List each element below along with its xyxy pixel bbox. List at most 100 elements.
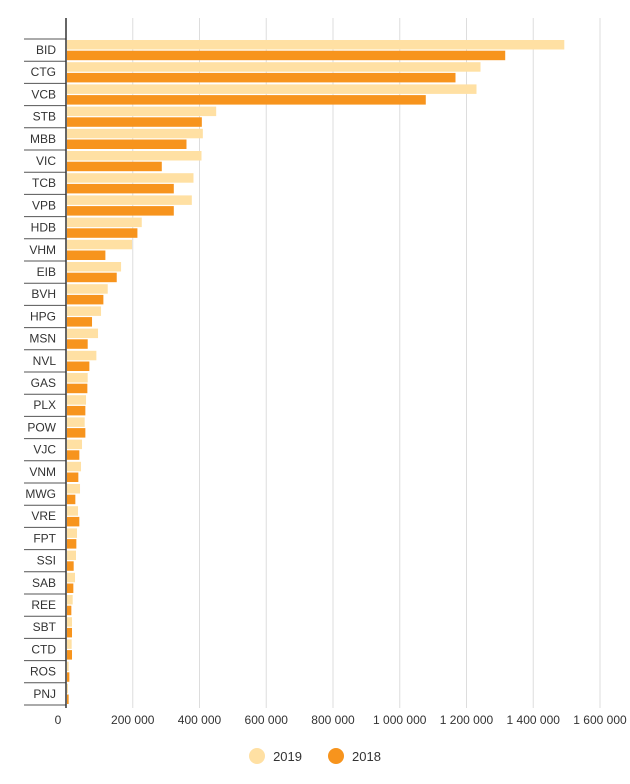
bar-ree-2019[interactable] (67, 595, 73, 605)
category-label-bid: BID (36, 43, 56, 57)
bar-vre-2019[interactable] (67, 506, 79, 516)
bar-pow-2018[interactable] (67, 428, 86, 438)
bar-ros-2019[interactable] (67, 661, 69, 672)
category-label-sab: SAB (32, 576, 56, 590)
bar-nvl-2018[interactable] (67, 361, 90, 372)
bar-mbb-2018[interactable] (67, 139, 187, 150)
x-tick-label: 400 000 (178, 713, 222, 727)
x-tick-label: 600 000 (245, 713, 289, 727)
category-label-hdb: HDB (31, 221, 56, 235)
category-label-vcb: VCB (31, 87, 56, 101)
bar-sbt-2018[interactable] (67, 627, 73, 638)
legend: 2019 2018 (0, 748, 630, 764)
bar-sab-2018[interactable] (67, 583, 74, 594)
bar-msn-2018[interactable] (67, 339, 88, 349)
bar-vnm-2019[interactable] (67, 461, 82, 472)
legend-swatch-2019 (249, 748, 266, 764)
bar-pow-2019[interactable] (67, 417, 85, 427)
x-tick-labels: 0 200 000 400 000 600 000 800 000 1 000 000 1 … (55, 713, 627, 727)
category-label-ctg: CTG (31, 65, 56, 79)
bar-ctg-2018[interactable] (67, 72, 456, 83)
bar-ree-2018[interactable] (67, 605, 72, 616)
bar-vhm-2019[interactable] (67, 239, 133, 250)
bar-mbb-2019[interactable] (67, 128, 203, 139)
category-label-tcb: TCB (32, 176, 56, 190)
legend-item-2019[interactable]: 2019 (249, 748, 302, 764)
bar-vjc-2018[interactable] (67, 450, 80, 460)
bar-msn-2019[interactable] (67, 328, 99, 339)
bar-ctd-2019[interactable] (67, 639, 72, 649)
bar-fpt-2018[interactable] (67, 539, 77, 549)
bar-hdb-2018[interactable] (67, 228, 138, 238)
category-label-ree: REE (31, 598, 56, 612)
category-label-vpb: VPB (32, 198, 56, 212)
category-label-fpt: FPT (33, 531, 56, 545)
bar-ctg-2019[interactable] (67, 62, 481, 72)
category-label-gas: GAS (31, 376, 56, 390)
grid-layer (132, 18, 601, 708)
category-label-msn: MSN (29, 332, 56, 346)
x-tick-label: 0 (55, 713, 62, 727)
legend-label-2019: 2019 (273, 748, 302, 764)
bar-mwg-2019[interactable] (67, 484, 81, 494)
bar-pnj-2019[interactable] (67, 683, 69, 694)
bar-vnm-2018[interactable] (67, 472, 79, 483)
legend-label-2018: 2018 (352, 748, 381, 764)
bar-fpt-2019[interactable] (67, 528, 78, 538)
category-label-mwg: MWG (25, 487, 56, 501)
category-label-vnm: VNM (29, 465, 56, 479)
bar-vre-2018[interactable] (67, 516, 80, 527)
legend-swatch-2018 (328, 748, 344, 764)
bar-bvh-2019[interactable] (67, 284, 108, 294)
bar-hpg-2018[interactable] (67, 317, 93, 327)
bar-bid-2019[interactable] (67, 40, 565, 50)
bar-vpb-2019[interactable] (67, 195, 192, 205)
bar-mwg-2018[interactable] (67, 494, 76, 505)
category-label-ctd: CTD (31, 642, 56, 656)
bar-stb-2019[interactable] (67, 106, 217, 117)
bar-vcb-2019[interactable] (67, 84, 477, 94)
bar-vic-2019[interactable] (67, 151, 202, 161)
bar-plx-2018[interactable] (67, 405, 86, 416)
category-label-plx: PLX (33, 398, 56, 412)
bar-bvh-2018[interactable] (67, 294, 104, 305)
bar-ssi-2019[interactable] (67, 550, 77, 561)
legend-item-2018[interactable]: 2018 (328, 748, 381, 764)
bar-plx-2019[interactable] (67, 395, 87, 405)
category-label-ssi: SSI (37, 554, 56, 568)
category-label-bvh: BVH (31, 287, 56, 301)
bar-hpg-2019[interactable] (67, 306, 102, 316)
bar-ssi-2018[interactable] (67, 561, 74, 571)
bar-vjc-2019[interactable] (67, 439, 83, 450)
bar-vhm-2018[interactable] (67, 250, 106, 261)
x-tick-label: 800 000 (311, 713, 355, 727)
bar-vcb-2018[interactable] (67, 95, 426, 105)
category-label-vre: VRE (31, 509, 56, 523)
bar-eib-2019[interactable] (67, 262, 122, 272)
bar-sbt-2019[interactable] (67, 617, 73, 627)
bar-gas-2018[interactable] (67, 383, 88, 394)
category-label-mbb: MBB (30, 132, 56, 146)
bar-hdb-2019[interactable] (67, 217, 142, 228)
bar-ctd-2018[interactable] (67, 650, 73, 660)
bar-stb-2018[interactable] (67, 117, 202, 127)
x-tick-label: 200 000 (111, 713, 155, 727)
x-tick-label: 1 600 000 (573, 713, 627, 727)
bar-pnj-2018[interactable] (67, 694, 69, 705)
category-label-pow: POW (27, 420, 56, 434)
category-label-ros: ROS (30, 665, 56, 679)
bar-nvl-2019[interactable] (67, 350, 97, 361)
bar-tcb-2018[interactable] (67, 183, 174, 194)
bar-ros-2018[interactable] (67, 672, 70, 682)
bar-gas-2019[interactable] (67, 373, 88, 383)
category-label-sbt: SBT (33, 620, 57, 634)
category-label-eib: EIB (37, 265, 56, 279)
bar-bid-2018[interactable] (67, 50, 506, 61)
bar-tcb-2019[interactable] (67, 173, 194, 183)
bar-sab-2019[interactable] (67, 572, 76, 583)
bar-chart: BID CTG VCB STB MBB VIC TCB VPB HDB VHM EIB BVH HPG M… (24, 18, 627, 727)
bar-eib-2018[interactable] (67, 272, 117, 283)
bar-vpb-2018[interactable] (67, 206, 174, 216)
bar-vic-2018[interactable] (67, 161, 162, 172)
